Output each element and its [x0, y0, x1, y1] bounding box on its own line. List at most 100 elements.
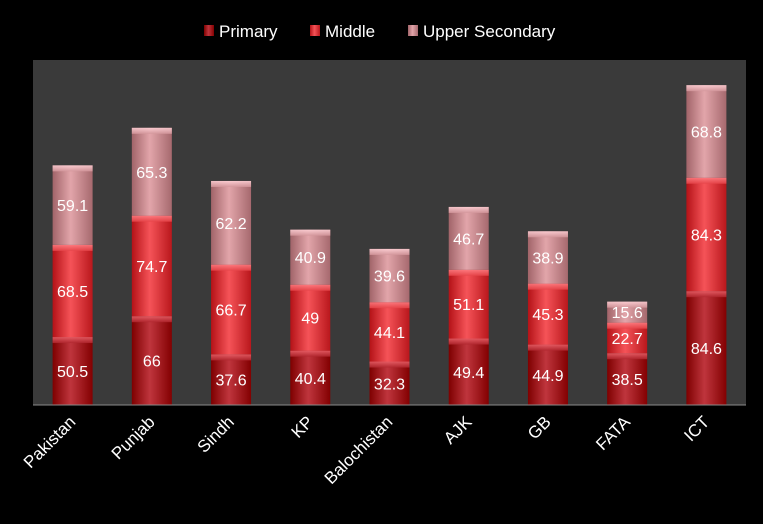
- bar-bevel: [527, 231, 568, 238]
- bar-gb-primary: [527, 344, 568, 405]
- bar-ict-primary: [686, 291, 727, 405]
- bar-bevel: [686, 177, 727, 184]
- data-label: 46.7: [453, 231, 484, 248]
- data-label: 62.2: [215, 216, 246, 233]
- bar-gb-middle: [527, 283, 568, 345]
- x-tick-label: Punjab: [108, 412, 159, 463]
- bar-fata-primary: [607, 353, 648, 405]
- legend-swatch: [204, 25, 214, 36]
- bar-bevel: [290, 284, 331, 291]
- bar-kp-upper-secondary: [290, 229, 331, 285]
- bar-bevel: [131, 316, 172, 323]
- bar-punjab-primary: [131, 316, 172, 405]
- data-label: 38.9: [532, 250, 563, 267]
- x-tick-label: GB: [524, 412, 555, 443]
- bar-ajk-upper-secondary: [448, 206, 489, 270]
- bar-bevel: [131, 215, 172, 222]
- bar-kp-primary: [290, 350, 331, 405]
- bar-bevel: [52, 244, 93, 251]
- bar-bevel: [290, 229, 331, 236]
- bar-sindh-primary: [211, 354, 252, 405]
- bar-balochistan-upper-secondary: [369, 248, 410, 303]
- bar-sindh-upper-secondary: [211, 180, 252, 265]
- data-label: 74.7: [136, 259, 167, 276]
- bar-bevel: [607, 353, 648, 360]
- bar-bevel: [369, 302, 410, 309]
- bar-balochistan-middle: [369, 302, 410, 362]
- data-label: 44.9: [532, 368, 563, 385]
- x-tick-label: KP: [288, 412, 317, 441]
- bar-pakistan-middle: [52, 244, 93, 338]
- bar-bevel: [52, 337, 93, 344]
- data-label: 40.9: [295, 250, 326, 267]
- x-tick-label: Sindh: [194, 412, 238, 456]
- x-tick-label: Balochistan: [321, 412, 397, 488]
- bar-punjab-upper-secondary: [131, 127, 172, 216]
- bar-gb-upper-secondary: [527, 231, 568, 284]
- data-label: 40.4: [295, 371, 326, 388]
- bar-bevel: [131, 127, 172, 134]
- bar-balochistan-primary: [369, 361, 410, 405]
- x-tick-label: FATA: [592, 412, 634, 454]
- data-label: 32.3: [374, 376, 405, 393]
- bar-bevel: [448, 206, 489, 213]
- bar-ict-middle: [686, 177, 727, 292]
- bars-group: [52, 85, 727, 405]
- legend: Primary Middle Upper Secondary: [204, 22, 556, 41]
- data-label: 84.6: [691, 341, 722, 358]
- bar-bevel: [607, 301, 648, 308]
- x-tick-label: ICT: [680, 412, 713, 445]
- data-label: 45.3: [532, 307, 563, 324]
- bar-pakistan-primary: [52, 337, 93, 405]
- bar-punjab-middle: [131, 215, 172, 317]
- bar-bevel: [448, 338, 489, 345]
- legend-label: Upper Secondary: [423, 22, 556, 41]
- bar-bevel: [290, 350, 331, 357]
- data-label: 50.5: [57, 364, 88, 381]
- bar-bevel: [369, 248, 410, 255]
- bar-sindh-middle: [211, 264, 252, 355]
- bar-bevel: [52, 165, 93, 172]
- legend-label: Primary: [219, 22, 278, 41]
- bar-bevel: [527, 283, 568, 290]
- data-label: 49: [301, 311, 319, 328]
- data-label: 51.1: [453, 297, 484, 314]
- bar-ict-upper-secondary: [686, 85, 727, 178]
- bar-bevel: [527, 344, 568, 351]
- data-label: 68.8: [691, 124, 722, 141]
- data-label: 59.1: [57, 198, 88, 215]
- bar-bevel: [211, 354, 252, 361]
- bar-kp-middle: [290, 284, 331, 351]
- bar-ajk-middle: [448, 269, 489, 339]
- bar-bevel: [211, 180, 252, 187]
- data-label: 39.6: [374, 269, 405, 286]
- data-label: 84.3: [691, 227, 722, 244]
- legend-swatch: [408, 25, 418, 36]
- bar-ajk-primary: [448, 338, 489, 405]
- data-label: 68.5: [57, 284, 88, 301]
- data-label: 38.5: [612, 372, 643, 389]
- legend-label: Middle: [325, 22, 375, 41]
- x-tick-labels-group: Pakistan Punjab Sindh KP Balochistan AJK GB FAT…: [20, 412, 713, 488]
- bar-bevel: [607, 322, 648, 329]
- data-label: 49.4: [453, 365, 484, 382]
- x-tick-label: Pakistan: [20, 412, 80, 472]
- data-labels-group: 50.5 68.5 59.1 66 74.7 65.3 37.6 66.7 62.2 40.4 49…: [57, 124, 722, 393]
- x-tick-label: AJK: [440, 412, 476, 448]
- data-label: 15.6: [612, 305, 643, 322]
- legend-swatch: [310, 25, 320, 36]
- data-label: 44.1: [374, 325, 405, 342]
- data-label: 65.3: [136, 165, 167, 182]
- bar-pakistan-upper-secondary: [52, 165, 93, 245]
- bar-bevel: [369, 361, 410, 368]
- bar-bevel: [448, 269, 489, 276]
- data-label: 37.6: [215, 373, 246, 390]
- data-label: 22.7: [612, 331, 643, 348]
- bar-bevel: [686, 291, 727, 298]
- bar-bevel: [686, 85, 727, 92]
- data-label: 66: [143, 354, 161, 371]
- bar-bevel: [211, 264, 252, 271]
- data-label: 66.7: [215, 303, 246, 320]
